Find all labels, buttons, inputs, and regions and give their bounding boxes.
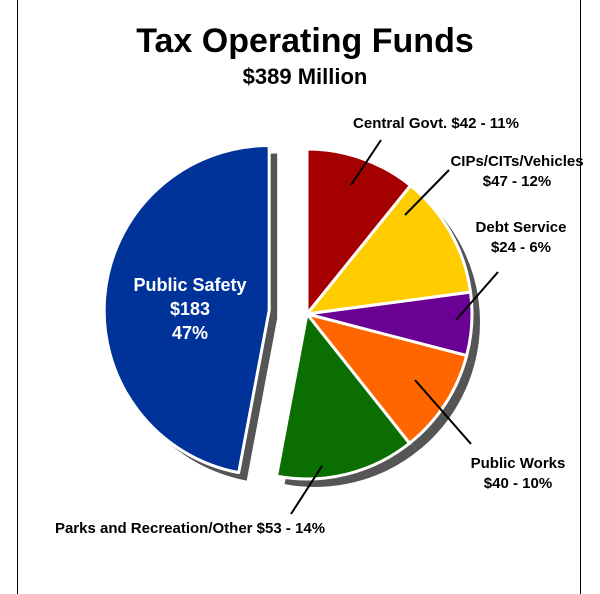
slice-parks-and-recreation-other [275,312,411,481]
slice-central-govt [305,147,413,316]
label-parks-and-recreation-other: Parks and Recreation/Other $53 - 14% [55,520,325,537]
slice-public-works [305,312,469,445]
label-line-cips-cits-vehicles-1: $47 - 12% [483,173,551,190]
label-debt-service: Debt Service $24 - 6% [476,219,567,256]
slice-cips-cits-vehicles [305,184,473,316]
slice-public-safety [102,143,271,475]
label-line-public-safety-0: Public Safety [133,275,246,295]
label-cips-cits-vehicles: CIPs/CITs/Vehicles $47 - 12% [450,153,583,190]
leader-lines [290,139,499,515]
label-line-public-works-0: Public Works [471,455,566,472]
leader-line-public-works [414,379,472,445]
leader-line-cips-cits-vehicles [404,169,450,216]
label-line-cips-cits-vehicles-0: CIPs/CITs/Vehicles [450,153,583,170]
slice-labels: Central Govt. $42 - 11% CIPs/CITs/Vehicle… [55,115,584,537]
label-line-debt-service-0: Debt Service [476,219,567,236]
label-line-central-govt-0: Central Govt. $42 - 11% [353,115,519,132]
leader-line-central-govt [350,139,382,186]
label-line-debt-service-1: $24 - 6% [491,239,551,256]
label-public-works: Public Works $40 - 10% [471,455,566,492]
slices [102,143,474,481]
leader-line-debt-service [455,271,499,321]
leader-line-parks-and-recreation-other [290,465,323,515]
label-line-parks-and-recreation-other-0: Parks and Recreation/Other $53 - 14% [55,520,325,537]
label-line-public-works-1: $40 - 10% [484,475,552,492]
label-central-govt: Central Govt. $42 - 11% [353,115,519,132]
label-line-public-safety-2: 47% [172,323,208,343]
label-public-safety: Public Safety $183 47% [133,275,246,343]
chart-frame [17,0,581,594]
chart-title: Tax Operating Funds [136,22,474,60]
label-line-public-safety-1: $183 [170,299,210,319]
chart-subtitle: $389 Million [243,64,368,89]
